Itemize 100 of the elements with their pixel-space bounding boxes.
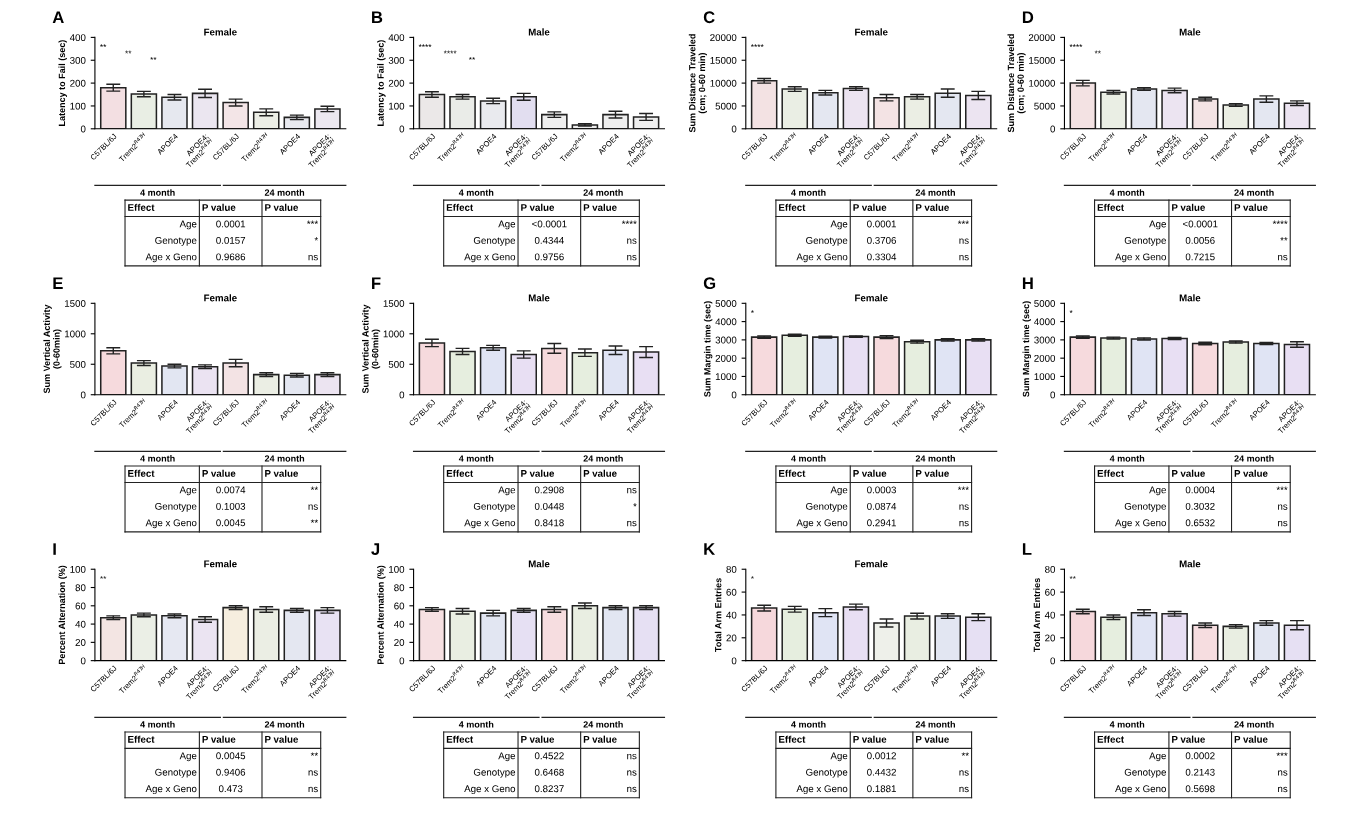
bar xyxy=(540,113,568,129)
text: 4 month xyxy=(140,455,175,462)
text: 0.6532 xyxy=(1185,519,1215,527)
chart-subtitle: Male xyxy=(528,560,550,568)
text: Age xyxy=(179,752,197,762)
text: P value xyxy=(202,469,236,477)
text: 0.9406 xyxy=(216,768,246,776)
bar xyxy=(161,365,188,395)
annotation: **** xyxy=(443,50,457,54)
text: 0.0001 xyxy=(867,220,896,228)
text: Effect xyxy=(779,735,806,743)
y-tick-label: 15000 xyxy=(710,56,737,64)
y-tick-label: 400 xyxy=(69,34,86,42)
bar xyxy=(99,350,127,395)
bar xyxy=(222,101,249,129)
bar xyxy=(903,340,931,395)
y-tick-label: 60 xyxy=(75,602,86,610)
bar xyxy=(750,336,778,395)
chart-subtitle: Male xyxy=(528,294,550,302)
y-tick-label: 80 xyxy=(394,584,405,592)
text: ns xyxy=(959,504,969,510)
text: P value xyxy=(916,469,949,477)
bar xyxy=(1191,624,1219,661)
bar xyxy=(99,616,127,661)
y-axis-title: Sum Distance Traveled (cm; 0-60 min) xyxy=(688,34,707,133)
bar xyxy=(632,606,660,661)
text: ns xyxy=(308,770,318,776)
text: Age x Geno xyxy=(1115,253,1166,263)
text: *** xyxy=(957,486,969,490)
bar xyxy=(1283,624,1311,661)
y-tick-label: 0 xyxy=(731,125,737,133)
y-tick-label: 60 xyxy=(394,602,405,610)
text: Age x Geno xyxy=(464,519,516,529)
text: 0.9686 xyxy=(216,253,246,261)
y-tick-label: 40 xyxy=(726,611,737,619)
bar xyxy=(1100,91,1127,129)
text: Effect xyxy=(1097,203,1124,211)
text: ns xyxy=(1278,254,1288,261)
text: P value xyxy=(1172,203,1205,211)
y-axis-title: Latency to Fail (sec) xyxy=(377,40,386,126)
text: Effect xyxy=(1097,735,1124,743)
bar xyxy=(479,612,507,661)
text: Age x Geno xyxy=(796,253,848,263)
bar xyxy=(314,108,341,129)
text: Genotype xyxy=(155,768,197,778)
text: 0.9756 xyxy=(534,253,564,261)
bar xyxy=(449,350,476,395)
text: ** xyxy=(961,752,969,756)
text: ns xyxy=(627,770,637,776)
text: 0.0002 xyxy=(1185,752,1215,760)
annotation: ** xyxy=(100,575,107,579)
y-tick-label: 300 xyxy=(388,56,405,64)
text: 0.1003 xyxy=(216,502,246,510)
bar xyxy=(812,336,839,395)
bar xyxy=(1253,622,1280,661)
bar xyxy=(964,339,992,395)
bar xyxy=(1283,343,1311,395)
bar xyxy=(632,116,660,129)
text: ns xyxy=(627,487,637,494)
annotation: ** xyxy=(100,44,107,48)
text: ns xyxy=(959,520,969,527)
text: P value xyxy=(1234,469,1268,477)
text: Effect xyxy=(128,735,155,743)
text: 0.7215 xyxy=(1185,253,1215,261)
bar xyxy=(449,610,476,661)
annotation: **** xyxy=(750,44,764,48)
bar xyxy=(1222,104,1250,129)
text: 0.2908 xyxy=(534,486,564,494)
text: 4 month xyxy=(458,455,494,462)
text: Age xyxy=(830,486,848,496)
text: 0.8237 xyxy=(534,785,564,793)
text: Age xyxy=(179,220,197,230)
text: 0.0448 xyxy=(534,502,564,510)
y-axis-title: Sum Distance Traveled (cm; 0-60 min) xyxy=(1007,34,1026,133)
y-tick-label: 20 xyxy=(1045,634,1056,642)
y-axis-title: Latency to Fail (sec) xyxy=(58,40,67,126)
bar xyxy=(632,351,660,395)
text: *** xyxy=(1276,752,1288,756)
y-tick-label: 0 xyxy=(399,657,405,665)
y-tick-label: 200 xyxy=(388,79,405,87)
text: Genotype xyxy=(473,236,516,246)
bar xyxy=(1130,88,1158,129)
text: P value xyxy=(202,735,236,743)
text: 0.2143 xyxy=(1185,768,1215,776)
text: ns xyxy=(1278,786,1288,793)
bar xyxy=(314,373,341,395)
chart-subtitle: Male xyxy=(1179,294,1201,302)
text: 0.4432 xyxy=(867,768,896,776)
y-tick-label: 80 xyxy=(726,565,737,573)
y-tick-label: 5000 xyxy=(715,300,737,307)
bar xyxy=(842,87,870,129)
bar xyxy=(510,353,538,395)
bar xyxy=(1222,625,1250,661)
text: 0.6468 xyxy=(534,768,564,776)
text: ns xyxy=(627,786,637,793)
text: P value xyxy=(521,469,555,477)
text: Age x Geno xyxy=(145,785,197,795)
bar xyxy=(252,111,280,129)
text: P value xyxy=(1172,469,1205,477)
y-axis-title: Sum Margin time (sec) xyxy=(1022,301,1032,397)
